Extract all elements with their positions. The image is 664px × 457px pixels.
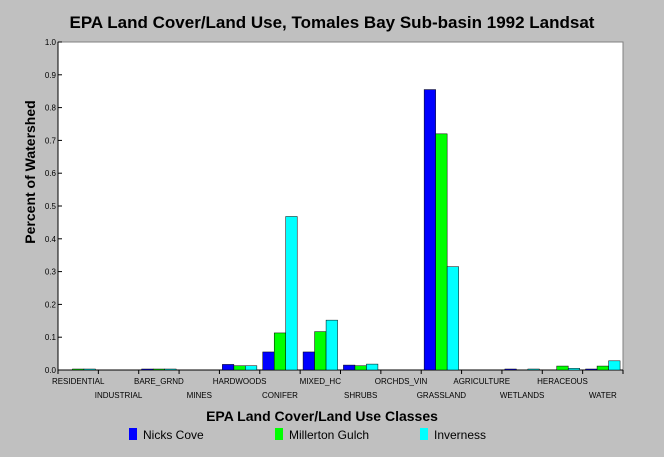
- x-category-label: AGRICULTURE: [453, 377, 510, 386]
- bar: [423, 89, 436, 371]
- y-axis-title: Percent of Watershed: [22, 100, 38, 243]
- x-category-label: HARDWOODS: [213, 377, 267, 386]
- bar: [164, 368, 177, 371]
- legend: Nicks Cove Millerton Gulch Inverness: [129, 428, 486, 442]
- bar: [314, 331, 327, 371]
- x-category-label: SHRUBS: [344, 391, 377, 400]
- y-tick-label: 0.1: [45, 333, 57, 342]
- bar: [285, 216, 298, 371]
- bar: [245, 365, 258, 371]
- legend-label: Inverness: [434, 428, 486, 442]
- bar: [446, 266, 459, 371]
- x-axis: RESIDENTIAL INDUSTRIAL BARE_GRNDMINESHARDW…: [52, 369, 624, 400]
- legend-swatch: [420, 428, 428, 440]
- bar: [527, 368, 540, 371]
- y-tick-label: 0.6: [45, 169, 57, 178]
- bar: [366, 363, 379, 371]
- bar: [608, 360, 621, 371]
- x-category-label: MINES: [187, 391, 212, 400]
- x-axis-title: EPA Land Cover/Land Use Classes: [206, 408, 438, 424]
- x-category-label: ORCHDS_VIN: [375, 377, 428, 386]
- bar: [556, 365, 569, 371]
- legend-swatch: [129, 428, 137, 440]
- y-tick-label: 0.2: [45, 300, 57, 309]
- y-tick-label: 0.8: [45, 104, 57, 113]
- bar: [596, 365, 609, 371]
- x-category-label: INDUSTRIAL: [95, 391, 143, 400]
- bar: [567, 368, 580, 371]
- x-category-label: GRASSLAND: [417, 391, 467, 400]
- y-tick-label: 0.0: [45, 366, 57, 375]
- x-category-label: MIXED_HC: [300, 377, 342, 386]
- chart-title: EPA Land Cover/Land Use, Tomales Bay Sub…: [70, 13, 595, 32]
- bar: [302, 351, 315, 371]
- bar: [233, 365, 246, 371]
- x-category-label: RESIDENTIAL: [52, 377, 105, 386]
- x-category-label: CONIFER: [262, 391, 298, 400]
- x-category-label: WETLANDS: [500, 391, 544, 400]
- bar: [141, 368, 154, 371]
- legend-label: Millerton Gulch: [289, 428, 369, 442]
- y-tick-label: 0.7: [45, 136, 57, 145]
- y-tick-label: 0.5: [45, 202, 57, 211]
- legend-swatch: [275, 428, 283, 440]
- bar: [435, 133, 448, 371]
- bar: [325, 319, 338, 371]
- bar: [222, 364, 235, 371]
- bar: [585, 368, 598, 371]
- bar: [83, 368, 96, 371]
- x-category-label: HERACEOUS: [537, 377, 588, 386]
- bar: [262, 351, 275, 371]
- y-tick-label: 0.9: [45, 71, 57, 80]
- y-tick-label: 0.4: [45, 235, 57, 244]
- bar: [152, 368, 165, 371]
- x-category-label: BARE_GRND: [134, 377, 184, 386]
- y-tick-label: 1.0: [45, 38, 57, 47]
- bar: [504, 368, 517, 371]
- legend-label: Nicks Cove: [143, 428, 204, 442]
- bar: [343, 364, 356, 371]
- bar: [273, 332, 286, 371]
- bar: [72, 368, 85, 371]
- bars: [72, 89, 621, 371]
- y-tick-label: 0.3: [45, 268, 57, 277]
- bar: [354, 365, 367, 371]
- y-axis: 0.0 0.1 0.2 0.3 0.4 0.5 0.6 0.7 0.8 0.9 1.0: [45, 38, 62, 375]
- x-category-label: WATER: [589, 391, 617, 400]
- plot-area: [57, 41, 624, 371]
